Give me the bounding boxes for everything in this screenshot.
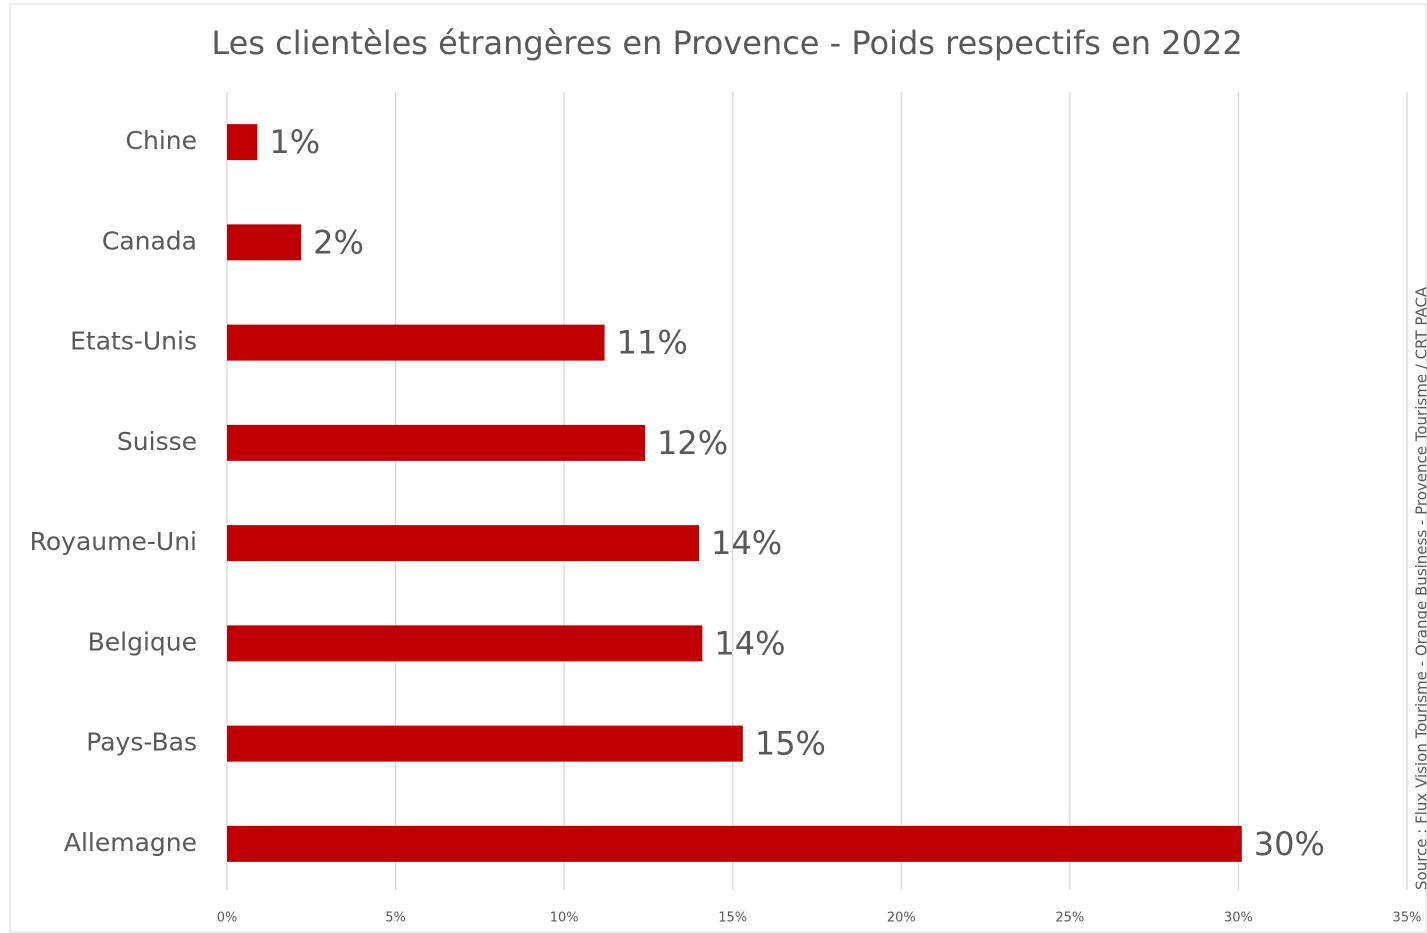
data-label: 15% [755, 725, 826, 763]
x-tick-label: 30% [1224, 911, 1253, 926]
bar [227, 124, 258, 161]
x-tick-label: 20% [887, 911, 916, 926]
x-tick-label: 15% [718, 911, 747, 926]
chart-title: Les clientèles étrangères en Provence - … [211, 24, 1242, 62]
data-label: 14% [714, 624, 785, 662]
data-label: 12% [657, 424, 728, 462]
y-tick-label: Royaume-Uni [30, 527, 197, 556]
y-tick-label: Pays-Bas [86, 728, 197, 757]
bar [227, 625, 703, 662]
y-tick-label: Chine [126, 126, 197, 155]
bar [227, 424, 646, 461]
data-label: 30% [1254, 825, 1325, 863]
source-note: Source : Flux Vision Tourisme - Orange B… [1413, 286, 1427, 890]
y-tick-label: Etats-Unis [70, 327, 197, 356]
y-tick-label: Allemagne [64, 828, 197, 857]
bar [227, 825, 1242, 862]
bar [227, 725, 743, 762]
x-tick-label: 0% [217, 911, 238, 926]
x-tick-label: 35% [1393, 911, 1422, 926]
chart-border [9, 3, 1427, 933]
data-label: 11% [617, 324, 688, 362]
y-tick-label: Belgique [88, 627, 197, 656]
data-label: 14% [711, 524, 782, 562]
x-tick-label: 5% [385, 911, 406, 926]
y-tick-label: Canada [102, 226, 197, 255]
bar [227, 224, 302, 261]
bar [227, 525, 699, 562]
x-tick-label: 10% [550, 911, 579, 926]
data-label: 1% [269, 123, 320, 161]
bar [227, 324, 605, 361]
data-label: 2% [313, 223, 364, 261]
y-tick-label: Suisse [117, 427, 197, 456]
x-tick-label: 25% [1055, 911, 1084, 926]
